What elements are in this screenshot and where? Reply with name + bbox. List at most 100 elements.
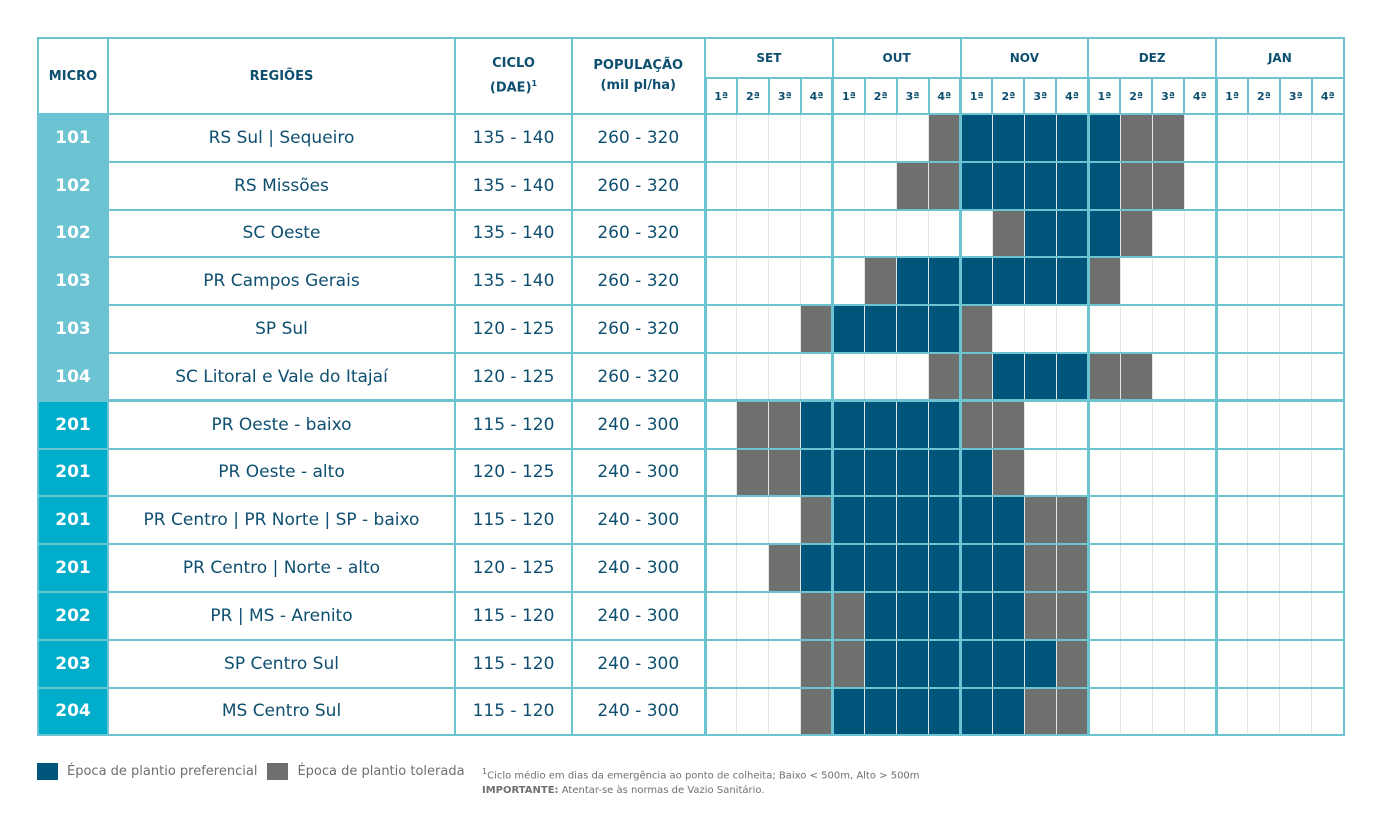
week-cell-empty bbox=[736, 686, 770, 737]
week-cell-empty bbox=[1151, 638, 1185, 689]
region-cell: PR Centro | Norte - alto bbox=[107, 543, 456, 593]
week-cell-empty bbox=[1214, 351, 1249, 402]
ciclo-cell: 115 - 120 bbox=[454, 399, 573, 450]
week-cell-empty bbox=[1311, 399, 1345, 450]
week-header-dez-4: 4ª bbox=[1183, 77, 1217, 115]
week-cell-empty bbox=[1151, 447, 1185, 498]
week-cell-preferencial bbox=[831, 399, 866, 450]
week-cell-preferencial bbox=[1023, 113, 1057, 163]
week-cell-empty bbox=[1311, 495, 1345, 546]
week-cell-tolerada bbox=[991, 208, 1025, 259]
week-cell-empty bbox=[1247, 447, 1281, 498]
header-micro: MICRO bbox=[37, 37, 109, 115]
week-cell-empty bbox=[1055, 447, 1089, 498]
ciclo-cell: 135 - 140 bbox=[454, 256, 573, 307]
ciclo-cell: 135 - 140 bbox=[454, 208, 573, 259]
week-cell-tolerada bbox=[1151, 160, 1185, 211]
week-cell-empty bbox=[1279, 351, 1313, 402]
week-cell-empty bbox=[1311, 256, 1345, 307]
week-cell-empty bbox=[1311, 590, 1345, 641]
populacao-cell: 240 - 300 bbox=[571, 590, 706, 641]
week-cell-preferencial bbox=[928, 543, 961, 593]
week-header-nov-3: 3ª bbox=[1023, 77, 1058, 115]
week-cell-empty bbox=[703, 351, 738, 402]
week-cell-empty bbox=[1279, 686, 1313, 737]
week-cell-empty bbox=[736, 113, 770, 163]
ciclo-cell: 120 - 125 bbox=[454, 543, 573, 593]
week-cell-preferencial bbox=[991, 638, 1025, 689]
week-cell-empty bbox=[1214, 113, 1249, 163]
week-cell-preferencial bbox=[928, 638, 961, 689]
month-header-out: OUT bbox=[831, 37, 962, 79]
week-cell-empty bbox=[1279, 543, 1313, 593]
week-cell-empty bbox=[1311, 638, 1345, 689]
week-cell-empty bbox=[1214, 447, 1249, 498]
week-cell-empty bbox=[1311, 543, 1345, 593]
table-row: 104 SC Litoral e Vale do Itajaí 120 - 125 2… bbox=[37, 351, 1345, 402]
week-cell-preferencial bbox=[959, 256, 993, 307]
week-cell-empty bbox=[1214, 638, 1249, 689]
micro-cell: 101 bbox=[37, 113, 109, 163]
table-row: 204 MS Centro Sul 115 - 120 240 - 300 bbox=[37, 686, 1345, 737]
week-cell-empty bbox=[736, 351, 770, 402]
week-cell-empty bbox=[768, 304, 802, 354]
header-ciclo-line2: (DAE) bbox=[489, 80, 532, 96]
week-cell-tolerada bbox=[831, 590, 866, 641]
week-cell-preferencial bbox=[1055, 208, 1089, 259]
week-cell-empty bbox=[1247, 543, 1281, 593]
week-cell-tolerada bbox=[800, 686, 834, 737]
week-cell-preferencial bbox=[1086, 113, 1121, 163]
week-cell-empty bbox=[1279, 495, 1313, 546]
week-cell-empty bbox=[1279, 113, 1313, 163]
week-cell-preferencial bbox=[991, 113, 1025, 163]
region-cell: SC Oeste bbox=[107, 208, 456, 259]
week-cell-empty bbox=[703, 160, 738, 211]
week-cell-empty bbox=[1279, 304, 1313, 354]
week-cell-empty bbox=[864, 208, 898, 259]
week-cell-empty bbox=[703, 543, 738, 593]
week-cell-empty bbox=[864, 113, 898, 163]
week-cell-empty bbox=[928, 208, 961, 259]
week-cell-empty bbox=[1151, 686, 1185, 737]
week-cell-preferencial bbox=[959, 495, 993, 546]
week-cell-empty bbox=[1214, 304, 1249, 354]
week-cell-preferencial bbox=[1055, 113, 1089, 163]
week-cell-preferencial bbox=[896, 495, 930, 546]
week-cell-preferencial bbox=[1023, 256, 1057, 307]
week-cell-empty bbox=[768, 495, 802, 546]
legend-label-preferencial: Época de plantio preferencial bbox=[67, 764, 258, 779]
week-cell-empty bbox=[1119, 256, 1153, 307]
week-cell-empty bbox=[1279, 399, 1313, 450]
week-cell-empty bbox=[1151, 208, 1185, 259]
week-cell-empty bbox=[768, 208, 802, 259]
week-cell-empty bbox=[703, 638, 738, 689]
week-cell-tolerada bbox=[959, 399, 993, 450]
populacao-cell: 260 - 320 bbox=[571, 208, 706, 259]
week-cell-empty bbox=[959, 208, 993, 259]
week-cell-preferencial bbox=[959, 686, 993, 737]
week-cell-tolerada bbox=[928, 113, 961, 163]
table-row: 103 PR Campos Gerais 135 - 140 260 - 320 bbox=[37, 256, 1345, 307]
footnotes: 1Ciclo médio em dias da emergência ao po… bbox=[482, 764, 920, 798]
week-cell-empty bbox=[1311, 113, 1345, 163]
week-cell-preferencial bbox=[928, 447, 961, 498]
week-cell-empty bbox=[736, 495, 770, 546]
week-cell-preferencial bbox=[831, 543, 866, 593]
week-cell-empty bbox=[736, 638, 770, 689]
week-cell-preferencial bbox=[800, 543, 834, 593]
week-cell-empty bbox=[703, 399, 738, 450]
week-cell-empty bbox=[1183, 208, 1217, 259]
region-cell: SP Centro Sul bbox=[107, 638, 456, 689]
week-cell-empty bbox=[1086, 590, 1121, 641]
week-cell-empty bbox=[991, 304, 1025, 354]
important-label: IMPORTANTE: bbox=[482, 785, 559, 797]
week-cell-preferencial bbox=[928, 495, 961, 546]
important-text: Atentar-se às normas de Vazio Sanitário. bbox=[558, 785, 765, 797]
week-cell-preferencial bbox=[991, 160, 1025, 211]
week-cell-empty bbox=[768, 638, 802, 689]
week-cell-empty bbox=[1119, 495, 1153, 546]
region-cell: PR | MS - Arenito bbox=[107, 590, 456, 641]
week-header-set-1: 1ª bbox=[703, 77, 738, 115]
week-cell-empty bbox=[1183, 304, 1217, 354]
table-row: 102 SC Oeste 135 - 140 260 - 320 bbox=[37, 208, 1345, 259]
